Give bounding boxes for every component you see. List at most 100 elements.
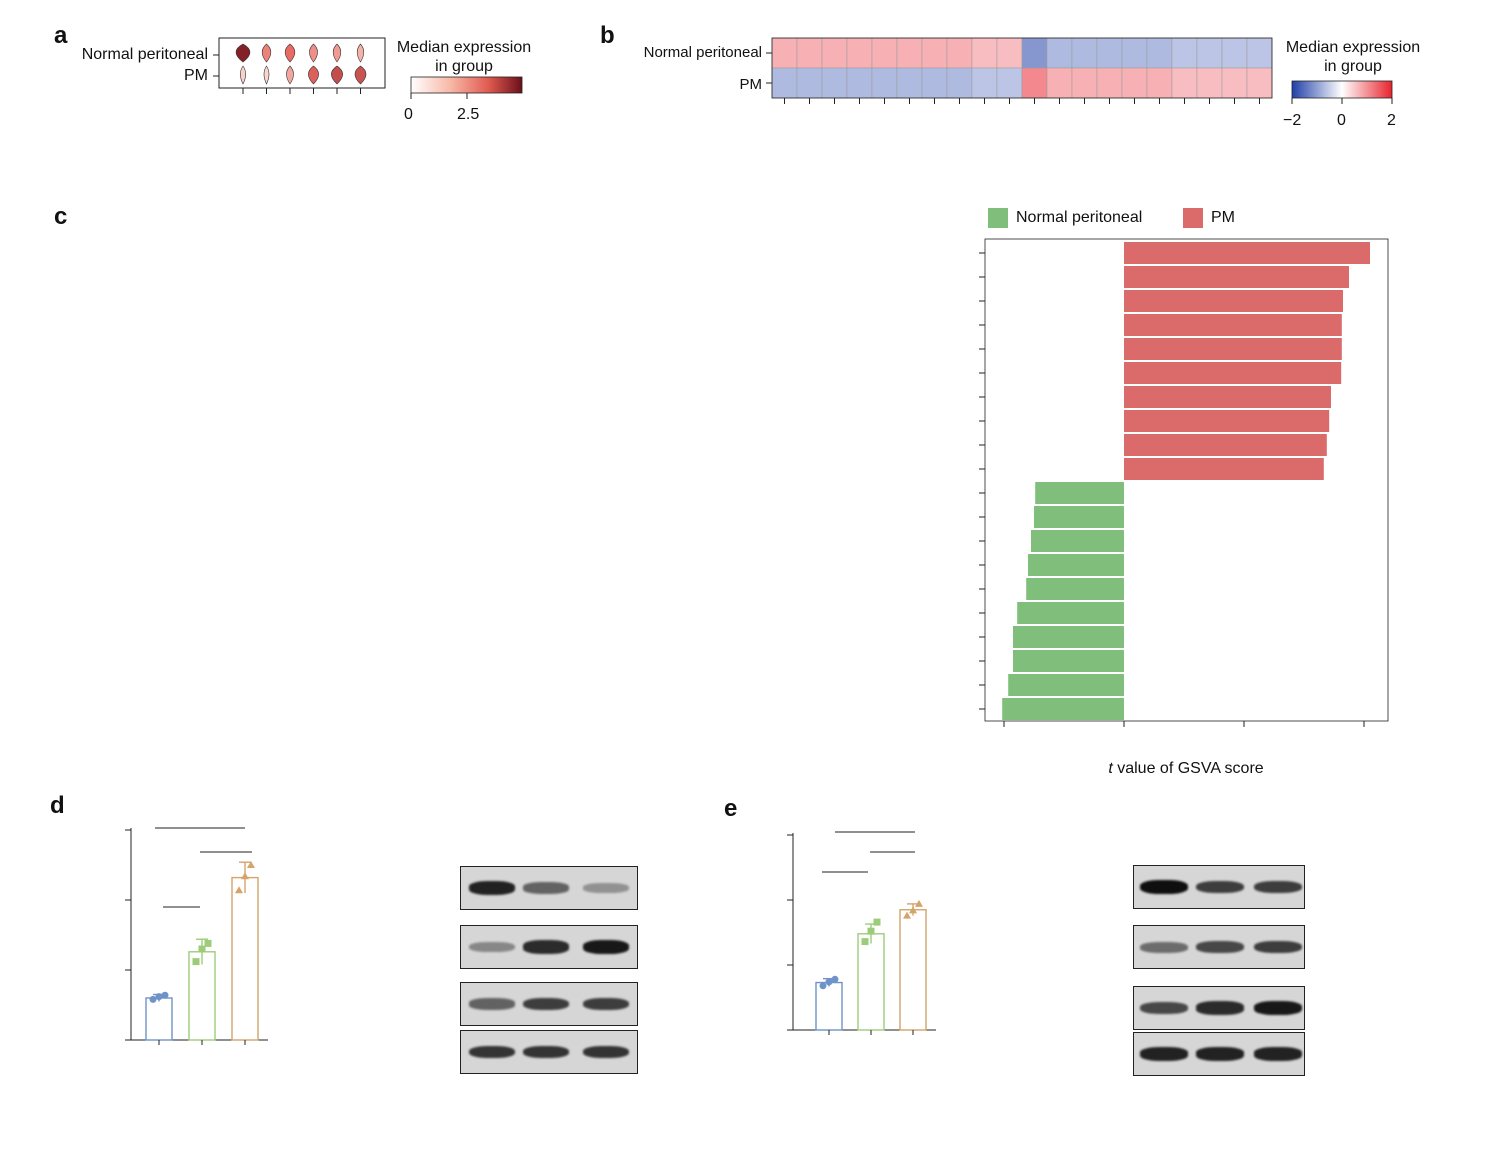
blot-band xyxy=(469,998,515,1010)
heatmap-cell-bhlhe40-pm xyxy=(846,67,873,99)
violin-col3a1-pm xyxy=(308,65,319,85)
blot-band xyxy=(583,940,629,954)
panel-label-e: e xyxy=(724,795,738,822)
data-point xyxy=(873,918,881,926)
data-point xyxy=(861,938,869,946)
data-point xyxy=(204,939,212,947)
blot-band xyxy=(583,1045,629,1059)
heatmap-cell-etv4-pm xyxy=(996,67,1023,99)
blot-band xyxy=(523,1045,569,1059)
blot-band xyxy=(1196,880,1244,894)
data-point xyxy=(149,995,157,1003)
blot-band xyxy=(1140,1047,1188,1061)
heatmap-cell-zbtb7a-normal xyxy=(946,37,973,69)
violin-fn1-normal xyxy=(356,43,365,63)
panel-label-d: d xyxy=(50,792,65,819)
blot-n-cadherin xyxy=(460,925,638,969)
blot-band xyxy=(523,882,569,894)
bar-normal-12 xyxy=(1031,530,1124,552)
blot-band xyxy=(1140,941,1188,953)
heatmap-cell-etv4-normal xyxy=(996,37,1023,69)
colorbar-a-tick-25: 2.5 xyxy=(457,106,480,123)
violin-col1a1-normal xyxy=(332,43,342,63)
bar-normal-16 xyxy=(1013,626,1124,648)
bar-normal-13 xyxy=(1028,554,1124,576)
data-point xyxy=(155,993,163,1001)
legend-swatch-pm xyxy=(1183,208,1203,228)
bar-normal-14 xyxy=(1026,578,1124,600)
violin-cpb1-pm xyxy=(263,65,270,85)
blot-band xyxy=(1254,940,1302,954)
heatmap-cell-smad3-pm xyxy=(1071,67,1098,99)
bar-2 xyxy=(231,876,259,1041)
violin-row-label-pm: PM xyxy=(184,67,208,84)
panel-c-bar-chart xyxy=(979,238,1389,727)
panel-label-b: b xyxy=(600,22,615,49)
bar-normal-15 xyxy=(1017,602,1124,624)
blot-e-cadherin xyxy=(460,866,638,910)
bar-pm-5 xyxy=(1124,362,1342,384)
blot-vimentin xyxy=(1133,986,1305,1030)
blot-band xyxy=(1254,880,1302,894)
blot-gapdh xyxy=(1133,1032,1305,1076)
panel-label-c: c xyxy=(54,203,68,230)
bar-pm-3 xyxy=(1124,314,1342,336)
data-point xyxy=(915,899,923,907)
bar-pm-7 xyxy=(1124,410,1330,432)
violin-row-label-normal: Normal peritoneal xyxy=(81,46,208,63)
blot-band xyxy=(583,997,629,1011)
heatmap-cell-irf1-pm xyxy=(921,67,948,99)
heatmap-cell-elk1-normal xyxy=(1146,37,1173,69)
bar-pm-8 xyxy=(1124,434,1327,456)
heatmap-cell-runx1-pm xyxy=(871,67,898,99)
heatmap-cell-atf2-pm xyxy=(1121,67,1148,99)
panel-b-heatmap xyxy=(766,37,1393,104)
bar-chart-frame xyxy=(984,238,1389,722)
data-point xyxy=(909,906,917,914)
heatmap-cell-rfx5-normal xyxy=(821,37,848,69)
heatmap-cell-nfya-pm xyxy=(1246,67,1273,99)
violin-itln1-pm xyxy=(240,65,246,85)
c-x-axis-label: t value of GSVA score xyxy=(1096,760,1276,778)
heatmap-cell-elk4-normal xyxy=(1046,37,1073,69)
colorbar-a-title: Median expression in group xyxy=(396,39,532,75)
blot-band xyxy=(469,941,515,953)
heatmap-cell-myb-pm xyxy=(1196,67,1223,99)
heatmap-cell-srf-pm xyxy=(1021,67,1048,99)
heatmap-cell-zbtb7a-pm xyxy=(946,67,973,99)
blot-band xyxy=(523,997,569,1011)
data-point xyxy=(192,958,200,966)
bar-normal-10 xyxy=(1035,482,1124,504)
colorbar-b xyxy=(1291,80,1393,99)
violin-itln1-normal xyxy=(235,43,251,63)
data-point xyxy=(903,911,911,919)
heatmap-cell-elk4-pm xyxy=(1046,67,1073,99)
heatmap-cell-myb-normal xyxy=(1196,37,1223,69)
heatmap-cell-bhlhe40-normal xyxy=(846,37,873,69)
blot-e-cadherin xyxy=(1133,865,1305,909)
heatmap-cell-smad3-normal xyxy=(1071,37,1098,69)
blot-band xyxy=(1196,1047,1244,1061)
heatmap-cell-tbp-normal xyxy=(1171,37,1198,69)
bar-pm-9 xyxy=(1124,458,1324,480)
blot-vimentin xyxy=(460,982,638,1026)
bar-0 xyxy=(145,997,173,1041)
legend-label-pm: PM xyxy=(1211,209,1235,226)
bar-0 xyxy=(815,981,843,1031)
colorbar-a-tick-0: 0 xyxy=(404,106,413,123)
blot-band xyxy=(1254,1047,1302,1061)
colorbar-b-tick-2: 2 xyxy=(1387,112,1396,129)
heatmap-cell-hhex-pm xyxy=(771,67,798,99)
data-point xyxy=(241,872,249,880)
bar-pm-6 xyxy=(1124,386,1331,408)
panel-a-violin xyxy=(213,37,523,99)
blot-band xyxy=(1140,1001,1188,1015)
bar-normal-19 xyxy=(1002,698,1124,720)
violin-txnip-pm xyxy=(286,65,294,85)
data-point xyxy=(247,861,255,868)
heatmap-cell-ets1-normal xyxy=(1221,37,1248,69)
heatmap-cell-elk1-pm xyxy=(1146,67,1173,99)
heatmap-cell-zeb1-normal xyxy=(896,37,923,69)
data-point xyxy=(867,927,875,935)
bar-normal-18 xyxy=(1008,674,1124,696)
